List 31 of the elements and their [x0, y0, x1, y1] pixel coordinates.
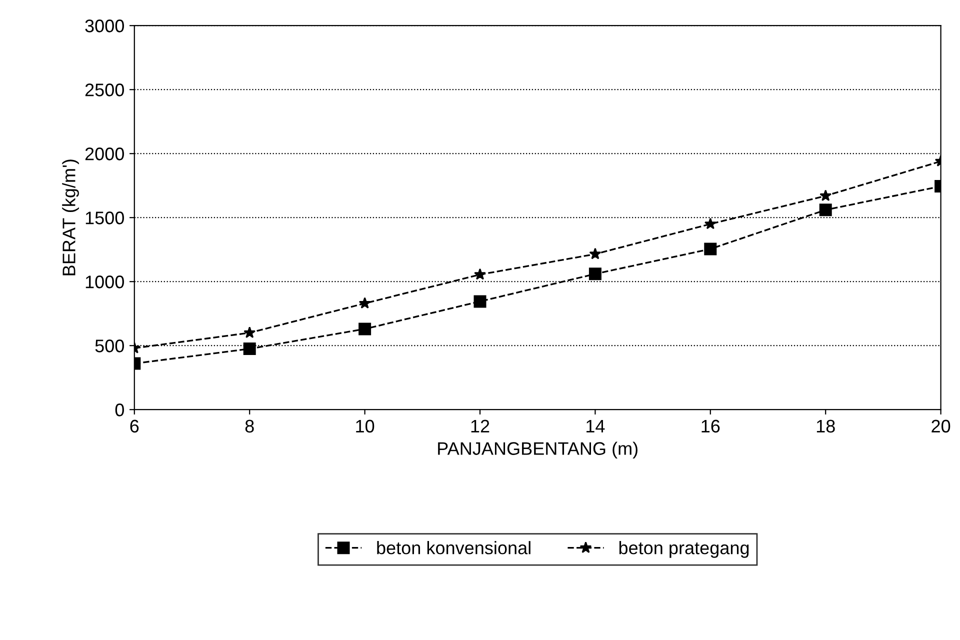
x-tick-label: 16 — [702, 420, 720, 433]
x-axis-title: PANJANGBENTANG (m) — [438, 442, 638, 459]
point — [819, 204, 832, 216]
x-tick-label: 12 — [471, 420, 490, 432]
legend-label: beton konvensional — [377, 541, 530, 554]
point — [589, 248, 602, 260]
x-tick-label: 18 — [816, 420, 835, 433]
point — [474, 268, 486, 280]
y-tick-label: 1000 — [86, 276, 124, 288]
x-tick-label: 20 — [932, 420, 950, 433]
point — [588, 268, 602, 280]
point — [244, 326, 256, 338]
x-tick-label: 14 — [586, 420, 605, 432]
x-tick-label: 10 — [356, 420, 374, 433]
y-tick-label: 3000 — [85, 20, 124, 32]
y-tick-label: 2500 — [85, 84, 124, 96]
legend-label: beton prategang — [619, 541, 749, 558]
y-tick-label: 500 — [95, 340, 124, 352]
point — [474, 295, 486, 308]
point — [704, 242, 717, 256]
point — [243, 342, 256, 356]
point — [358, 322, 372, 336]
y-axis-title: BERAT (kg/m') — [62, 160, 79, 276]
point — [820, 190, 832, 202]
y-tick-label: 1500 — [86, 212, 124, 224]
x-tick-label: 6 — [130, 420, 139, 433]
point — [358, 297, 371, 309]
x-tick-label: 8 — [245, 420, 254, 433]
y-tick-label: 0 — [115, 404, 124, 416]
point — [704, 218, 716, 230]
y-tick-label: 2000 — [85, 148, 124, 160]
